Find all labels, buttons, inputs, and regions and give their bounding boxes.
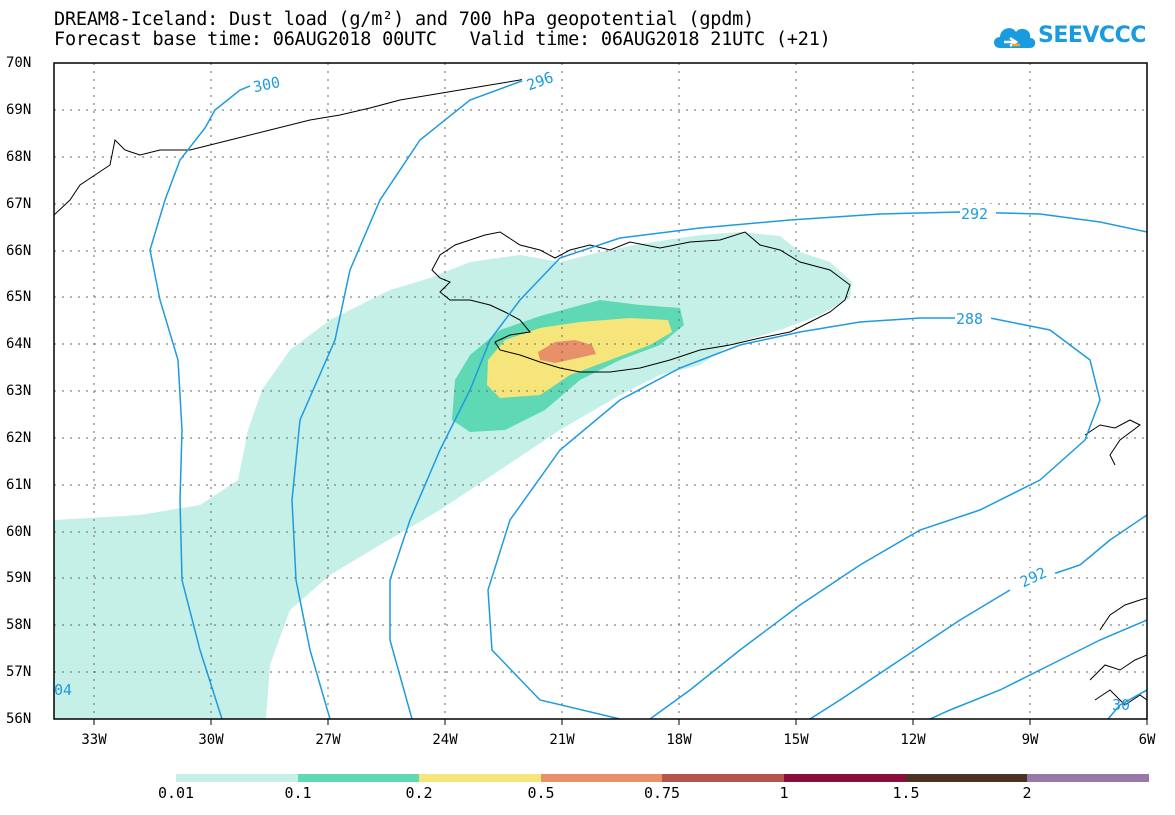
title-line-1: DREAM8-Iceland: Dust load (g/m²) and 700…	[54, 9, 755, 30]
contour-296	[291, 77, 531, 719]
colorbar-label-1: 1	[779, 784, 789, 802]
lat-label-61n: 61N	[6, 477, 32, 493]
lat-label-62n: 62N	[6, 430, 32, 446]
lat-label-60n: 60N	[6, 524, 32, 540]
contour-label-300: 300	[252, 73, 282, 96]
lon-label-18w: 18W	[666, 732, 692, 748]
colorbar-label-0.01: 0.01	[157, 784, 195, 802]
lon-label-30w: 30W	[198, 732, 224, 748]
colorbar-swatch-5	[662, 774, 784, 782]
lon-label-12w: 12W	[900, 732, 926, 748]
greenland-coast	[54, 63, 556, 216]
dust-area-0.2	[487, 318, 672, 398]
colorbar-swatch-7	[906, 774, 1027, 782]
map-frame	[53, 62, 1148, 720]
dust-area-0.5	[538, 340, 596, 363]
contour-288-east	[649, 317, 1101, 719]
contour-296-south	[929, 619, 1147, 719]
lat-label-70n: 70N	[6, 55, 32, 71]
iceland-coast	[431, 231, 851, 373]
colorbar-label-0.5: 0.5	[527, 784, 555, 802]
colorbar-swatch-3	[419, 774, 541, 782]
colorbar	[176, 774, 1149, 782]
lat-label-59n: 59N	[6, 570, 32, 586]
lon-label-15w: 15W	[783, 732, 809, 748]
lat-label-64n: 64N	[6, 336, 32, 352]
title-line-2: Forecast base time: 06AUG2018 00UTC Vali…	[54, 29, 831, 50]
lat-label-68n: 68N	[6, 149, 32, 165]
contour-label-304: 04	[54, 681, 72, 699]
faroe-coast	[1084, 419, 1141, 466]
colorbar-label-2: 2	[1022, 784, 1032, 802]
colorbar-label-0.75: 0.75	[643, 784, 681, 802]
colorbar-swatch-6	[784, 774, 906, 782]
lon-label-24w: 24W	[432, 732, 458, 748]
seevccc-logo: SEEVCCC	[990, 16, 1146, 60]
contour-292-south	[809, 514, 1147, 719]
colorbar-label-1.5: 1.5	[892, 784, 920, 802]
lat-label-66n: 66N	[6, 243, 32, 259]
colorbar-label-0.2: 0.2	[405, 784, 433, 802]
contour-300-south	[1107, 689, 1147, 719]
lon-label-9w: 9W	[1021, 732, 1039, 748]
logo-text: SEEVCCC	[1038, 23, 1146, 48]
lat-label-67n: 67N	[6, 196, 32, 212]
lat-label-58n: 58N	[6, 617, 32, 633]
contour-label-292: 292	[961, 205, 988, 223]
dust-area-0.01	[54, 232, 852, 719]
cloud-icon	[994, 28, 1036, 48]
contour-288	[487, 317, 975, 719]
colorbar-swatch-2	[298, 774, 419, 782]
lat-label-56n: 56N	[6, 711, 32, 727]
contour-300	[149, 81, 261, 719]
contour-label-288: 288	[956, 310, 983, 328]
axis-ticks	[93, 719, 1148, 725]
lat-label-63n: 63N	[6, 383, 32, 399]
graticule	[54, 63, 1147, 719]
colorbar-swatch-4	[541, 774, 662, 782]
lon-label-6w: 6W	[1138, 732, 1156, 748]
lat-label-57n: 57N	[6, 664, 32, 680]
lat-label-69n: 69N	[6, 102, 32, 118]
colorbar-swatch-1	[176, 774, 298, 782]
lon-label-33w: 33W	[81, 732, 107, 748]
lon-label-21w: 21W	[549, 732, 575, 748]
colorbar-label-0.1: 0.1	[284, 784, 312, 802]
scotland-coast	[1089, 597, 1147, 706]
coastlines	[54, 63, 1147, 706]
contour-label-300-south: 30	[1112, 696, 1130, 714]
colorbar-swatch-8	[1027, 774, 1149, 782]
lon-label-27w: 27W	[315, 732, 341, 748]
lat-label-65n: 65N	[6, 289, 32, 305]
